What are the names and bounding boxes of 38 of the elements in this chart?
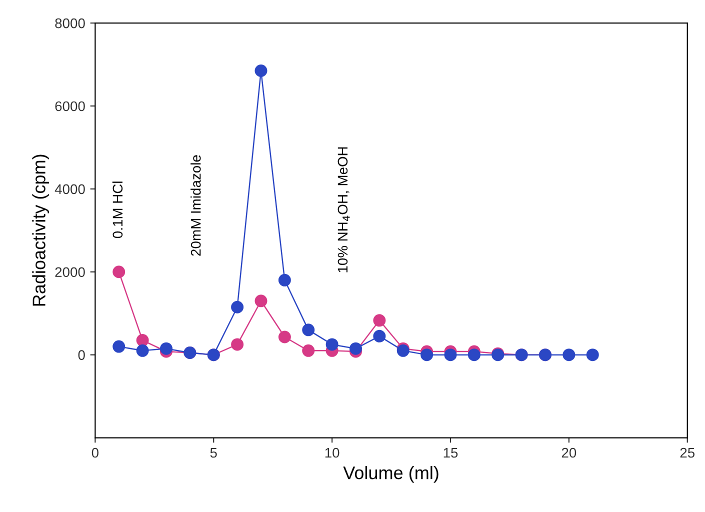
point <box>254 294 268 308</box>
point <box>562 348 576 362</box>
y-axis-title: Radioactivity (cpm) <box>32 154 50 306</box>
y-tick-label: 0 <box>78 350 85 360</box>
point <box>349 342 362 355</box>
x-axis-title: Volume (ml) <box>343 466 438 483</box>
annotation: 0.1M HCl <box>112 182 123 238</box>
point <box>302 324 315 336</box>
point <box>112 266 126 278</box>
point <box>112 340 126 353</box>
point <box>136 344 149 357</box>
point <box>302 344 315 357</box>
annotation: 10% NH$_{4}$OH, MeOH <box>338 147 350 272</box>
point <box>254 64 268 77</box>
y-tick-label: 6000 <box>55 101 85 112</box>
point <box>420 348 434 362</box>
point <box>444 348 457 362</box>
x-tick-label: 5 <box>210 448 217 458</box>
point <box>231 338 244 351</box>
point <box>468 348 480 362</box>
point <box>136 334 149 347</box>
y-tick-label: 4000 <box>54 184 85 194</box>
point <box>278 274 291 286</box>
x-tick-label: 10 <box>325 448 340 458</box>
x-tick-label: 15 <box>444 448 458 458</box>
y-tick-label: 8000 <box>55 18 85 28</box>
x-tick-label: 25 <box>680 448 695 458</box>
x-tick-label: 0 <box>92 448 98 458</box>
point <box>326 338 338 351</box>
point <box>160 342 172 355</box>
point <box>373 330 386 342</box>
point <box>586 348 599 362</box>
annotation: 20mM Imidazole <box>190 155 201 256</box>
y-tick-label: 2000 <box>55 267 85 278</box>
x-tick-label: 20 <box>562 448 576 458</box>
point <box>278 330 291 344</box>
point <box>373 314 386 327</box>
point <box>231 300 244 314</box>
